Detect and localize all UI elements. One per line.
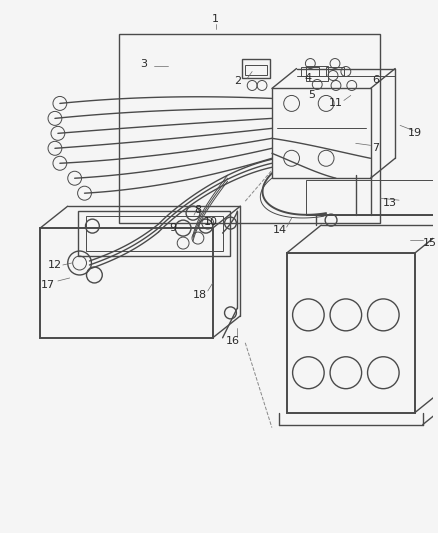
Bar	[307, 180, 438, 215]
Text: 6: 6	[372, 76, 379, 85]
Text: 17: 17	[41, 280, 55, 290]
Text: 18: 18	[193, 290, 207, 300]
Bar	[119, 34, 380, 223]
Text: 9: 9	[170, 223, 177, 233]
Text: 13: 13	[383, 198, 397, 208]
Text: 3: 3	[140, 59, 147, 69]
Bar	[307, 66, 328, 82]
Bar	[40, 228, 213, 338]
Text: 12: 12	[48, 260, 62, 270]
Text: 11: 11	[329, 99, 343, 108]
Bar	[242, 59, 270, 78]
Text: 10: 10	[204, 217, 218, 227]
Text: 15: 15	[423, 238, 437, 248]
Text: 19: 19	[408, 128, 422, 139]
Text: 4: 4	[305, 74, 312, 84]
Text: 16: 16	[226, 336, 240, 346]
Bar	[287, 253, 415, 413]
Bar	[272, 88, 371, 178]
Text: 2: 2	[234, 76, 241, 86]
Text: 7: 7	[372, 143, 379, 154]
Text: 8: 8	[194, 205, 201, 215]
Bar	[78, 211, 230, 256]
Bar	[85, 216, 223, 251]
Bar	[301, 67, 319, 77]
Text: 1: 1	[212, 14, 219, 23]
Bar	[245, 64, 267, 76]
Text: 5: 5	[308, 91, 315, 100]
Text: 14: 14	[273, 225, 287, 235]
Bar	[326, 67, 344, 77]
